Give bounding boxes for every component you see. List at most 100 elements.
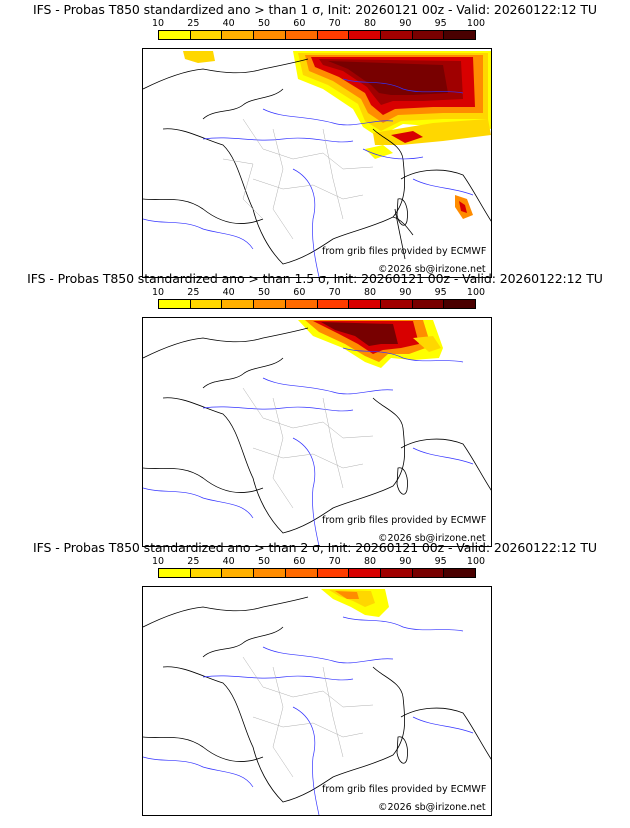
copyright: ©2026 sb@irizone.net — [378, 264, 486, 275]
legend-tick-label: 60 — [293, 556, 306, 567]
region-borders — [222, 118, 374, 240]
legend-color-swatch — [444, 569, 476, 577]
legend-tick-label: 95 — [434, 18, 447, 29]
panel-title: IFS - Probas T850 standardized ano > tha… — [33, 540, 597, 555]
legend-color-swatch — [285, 300, 318, 308]
legend-color-swatch — [222, 569, 255, 577]
country-borders — [143, 327, 491, 534]
legend-color-swatch — [412, 569, 445, 577]
color-legend: 10 25 40 50 60 70 80 90 95 100 — [152, 556, 485, 584]
legend-tick-label: 25 — [187, 556, 200, 567]
legend-tick-label: 70 — [328, 556, 341, 567]
legend-color-swatch — [349, 569, 381, 577]
legend-tick-label: 70 — [328, 287, 341, 298]
legend-tick-labels: 10 25 40 50 60 70 80 90 95 100 — [152, 18, 485, 30]
legend-tick-label: 90 — [399, 287, 412, 298]
map-panel-3: IFS - Probas T850 standardized ano > tha… — [0, 538, 630, 816]
map-svg — [143, 320, 491, 546]
legend-color-swatch — [285, 569, 318, 577]
copyright: ©2026 sb@irizone.net — [378, 802, 486, 813]
rivers — [143, 78, 474, 277]
legend-color-swatch — [190, 300, 223, 308]
rivers — [143, 347, 474, 546]
region-borders — [242, 656, 374, 778]
probability-map — [142, 48, 492, 278]
legend-color-swatch — [254, 31, 286, 39]
legend-tick-label: 100 — [466, 556, 486, 567]
legend-tick-label: 80 — [363, 18, 377, 29]
map-panel-2: IFS - Probas T850 standardized ano > tha… — [0, 269, 630, 547]
legend-color-swatch — [412, 300, 445, 308]
legend-color-swatch — [349, 300, 381, 308]
legend-tick-label: 40 — [222, 556, 235, 567]
legend-color-swatch — [254, 300, 286, 308]
corsica-island — [396, 467, 408, 495]
map-svg — [143, 51, 491, 277]
panel-title: IFS - Probas T850 standardized ano > tha… — [33, 2, 597, 17]
legend-tick-label: 10 — [151, 556, 165, 567]
corsica-island — [396, 736, 408, 764]
legend-color-swatch — [159, 31, 191, 39]
legend-color-swatch — [317, 300, 350, 308]
legend-color-swatch — [254, 569, 286, 577]
probability-shading — [183, 51, 491, 219]
legend-tick-label: 40 — [222, 287, 235, 298]
country-borders — [143, 58, 491, 265]
legend-tick-label: 50 — [257, 556, 271, 567]
legend-tick-labels: 10 25 40 50 60 70 80 90 95 100 — [152, 287, 485, 299]
legend-tick-label: 10 — [151, 18, 165, 29]
legend-tick-label: 80 — [363, 556, 377, 567]
legend-tick-label: 50 — [257, 18, 271, 29]
legend-tick-label: 40 — [222, 18, 235, 29]
legend-color-swatch — [317, 569, 350, 577]
legend-tick-label: 60 — [293, 18, 306, 29]
legend-tick-label: 60 — [293, 287, 306, 298]
legend-color-swatch — [317, 31, 350, 39]
country-borders — [143, 596, 491, 803]
legend-tick-label: 100 — [466, 18, 486, 29]
map-svg — [143, 589, 491, 815]
legend-color-swatch — [190, 31, 223, 39]
probability-shading — [321, 589, 389, 617]
legend-tick-labels: 10 25 40 50 60 70 80 90 95 100 — [152, 556, 485, 568]
legend-color-swatch — [349, 31, 381, 39]
legend-color-swatch — [159, 569, 191, 577]
data-credit: from grib files provided by ECMWF — [322, 784, 487, 795]
legend-tick-label: 70 — [328, 18, 341, 29]
panel-title: IFS - Probas T850 standardized ano > tha… — [27, 271, 603, 286]
legend-color-swatch — [285, 31, 318, 39]
legend-tick-label: 100 — [466, 287, 486, 298]
rivers — [143, 616, 474, 815]
data-credit: from grib files provided by ECMWF — [322, 515, 487, 526]
legend-tick-label: 80 — [363, 287, 377, 298]
legend-color-swatch — [380, 31, 413, 39]
probability-map — [142, 317, 492, 547]
legend-tick-label: 95 — [434, 287, 447, 298]
legend-color-swatch — [222, 300, 255, 308]
legend-color-swatch — [380, 300, 413, 308]
legend-color-swatch — [190, 569, 223, 577]
legend-tick-label: 50 — [257, 287, 271, 298]
data-credit: from grib files provided by ECMWF — [322, 246, 487, 257]
legend-tick-label: 90 — [399, 556, 412, 567]
legend-tick-label: 90 — [399, 18, 412, 29]
legend-tick-label: 25 — [187, 287, 200, 298]
map-panel-1: IFS - Probas T850 standardized ano > tha… — [0, 0, 630, 278]
legend-colorbar — [158, 568, 476, 578]
probability-shading — [298, 320, 443, 368]
legend-colorbar — [158, 299, 476, 309]
legend-color-swatch — [380, 569, 413, 577]
legend-tick-label: 10 — [151, 287, 165, 298]
legend-color-swatch — [159, 300, 191, 308]
legend-tick-label: 25 — [187, 18, 200, 29]
legend-colorbar — [158, 30, 476, 40]
legend-color-swatch — [444, 300, 476, 308]
legend-tick-label: 95 — [434, 556, 447, 567]
color-legend: 10 25 40 50 60 70 80 90 95 100 — [152, 18, 485, 46]
legend-color-swatch — [412, 31, 445, 39]
corsica-island — [396, 198, 408, 226]
copyright: ©2026 sb@irizone.net — [378, 533, 486, 544]
legend-color-swatch — [444, 31, 476, 39]
probability-map — [142, 586, 492, 816]
legend-color-swatch — [222, 31, 255, 39]
